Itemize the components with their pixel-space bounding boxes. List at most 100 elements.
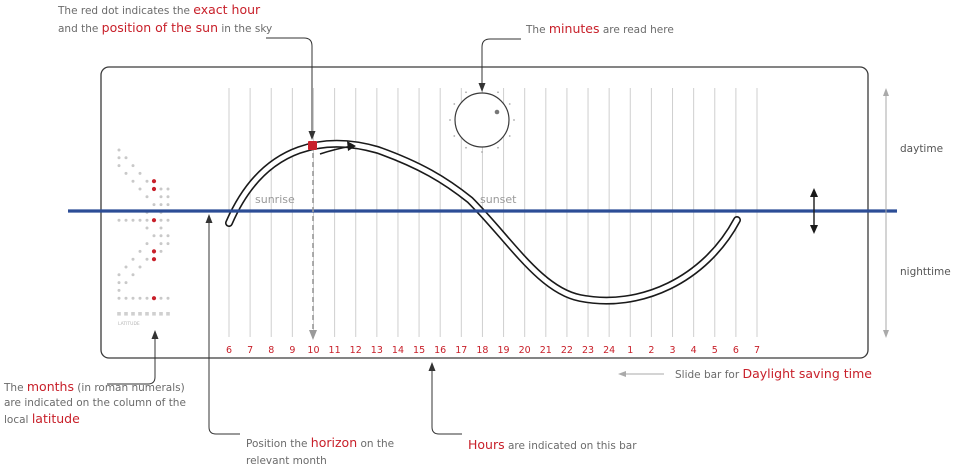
months-leader [107,335,156,385]
hours-leader [431,368,462,435]
minute-indicator-dot [494,109,500,115]
hour-label: 1 [627,345,633,356]
latitude-marker [166,203,170,207]
hour-label: 22 [561,345,573,356]
hour-label: 18 [476,345,488,356]
hours-annotation: Hours are indicated on this bar [468,437,637,452]
hour-label: 6 [226,345,232,356]
dst-annotation: Slide bar for Daylight saving time [675,366,872,381]
latitude-marker [131,296,135,300]
latitude-marker [138,296,142,300]
latitude-marker-active [151,296,157,301]
hour-label: 13 [371,345,383,356]
dial-tick [513,119,515,121]
dial-tick [449,119,451,121]
latitude-marker [117,218,121,222]
hour-label: 16 [434,345,446,356]
latitude-marker [152,203,156,207]
horizon-adjust-arrow[interactable] [810,188,818,234]
months-annotation-line1: The months (in roman numerals) [3,379,185,394]
dial-tick [453,135,456,137]
dial-tick [465,91,467,94]
hour-label: 7 [247,345,253,356]
dial-tick [481,151,483,153]
latitude-marker [117,148,121,152]
latitude-marker [138,171,142,175]
hour-label: 6 [733,345,739,356]
latitude-marker [131,257,135,261]
hour-label: 19 [498,345,510,356]
latitude-marker [131,164,135,168]
latitude-column-mark [138,312,142,316]
day-night-scale [883,88,889,338]
horizon-leader [208,220,240,435]
hour-label: 12 [350,345,362,356]
latitude-marker-active [151,249,157,254]
latitude-marker [117,296,121,300]
latitude-marker [159,203,163,207]
minutes-annotation: The minutes are read here [525,21,674,36]
hour-label: 2 [648,345,654,356]
hour-label: 14 [392,345,404,356]
hour-label: 23 [582,345,594,356]
horizon-annotation-line2: relevant month [246,455,327,467]
dial-tick [453,103,456,105]
sunset-label: sunset [480,193,517,206]
latitude-marker [124,218,128,222]
months-annotation-line2: are indicated on the column of the [4,397,186,409]
latitude-marker [152,234,156,238]
latitude-marker [117,281,121,285]
latitude-marker [124,171,128,175]
latitude-marker [117,156,121,160]
daytime-label: daytime [900,143,943,155]
latitude-marker [166,187,170,191]
latitude-marker-active [151,257,157,262]
latitude-marker [159,226,163,230]
dial-tick [497,91,499,94]
hour-bar[interactable]: 6 7 8 9 10 11 12 13 14 15 16 17 18 19 20 21 22 23 24 1 2 3 4 5 6… [226,345,760,356]
latitude-marker [124,156,128,160]
latitude-marker [145,195,149,199]
latitude-marker [124,265,128,269]
hour-label: 24 [603,345,615,356]
latitude-marker [166,195,170,199]
latitude-marker [159,242,163,246]
latitude-marker [138,249,142,253]
latitude-marker [159,296,163,300]
latitude-marker [117,164,121,168]
red-dot-annotation-line2: and the position of the sun in the sky [58,20,272,35]
latitude-marker [145,296,149,300]
latitude-marker [145,242,149,246]
latitude-column-mark [124,312,128,316]
hour-label: 3 [669,345,675,356]
hour-label: 10 [307,345,319,356]
latitude-column-mark [131,312,135,316]
latitude-column-mark [166,312,170,316]
latitude-column-mark [152,312,156,316]
hour-label: 20 [519,345,531,356]
hour-label: 7 [754,345,760,356]
red-dot-leader [266,37,313,134]
latitude-marker [145,257,149,261]
latitude-marker [131,218,135,222]
latitude-marker [131,273,135,277]
dial-tick [497,146,499,149]
latitude-marker [117,288,121,292]
latitude-marker [159,249,163,253]
latitude-marker-active [151,218,157,223]
hour-label: 17 [455,345,467,356]
latitude-marker [145,218,149,222]
latitude-marker [145,226,149,230]
latitude-marker [166,234,170,238]
hour-label: 15 [413,345,425,356]
nighttime-label: nighttime [900,266,951,278]
latitude-marker [159,195,163,199]
latitude-marker [145,179,149,183]
dial-tick [465,146,467,149]
months-annotation-line3: local latitude [4,411,80,426]
latitude-marker [138,265,142,269]
latitude-label: LATITUDE [118,321,140,327]
hour-label: 21 [540,345,552,356]
latitude-marker [159,218,163,222]
